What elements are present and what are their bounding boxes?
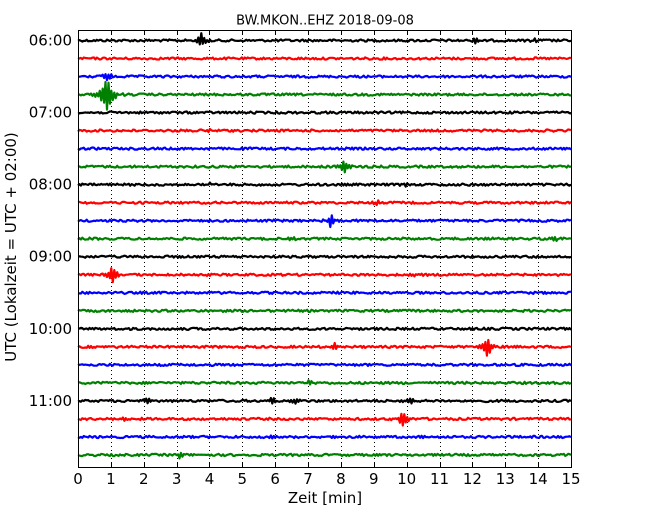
chart-title: BW.MKON..EHZ 2018-09-08	[236, 14, 414, 29]
trace-0815	[77, 199, 572, 207]
x-tick-label-6: 6	[270, 470, 280, 488]
x-tick-label-0: 0	[73, 470, 83, 488]
trace-0900	[78, 254, 572, 259]
trace-1000	[77, 326, 572, 331]
trace-0915	[77, 267, 572, 284]
trace-0945	[77, 308, 572, 313]
y-axis-ticks: 06:00 07:00 08:00 09:00 10:00 11:00	[29, 32, 571, 410]
trace-0600	[77, 32, 572, 46]
y-axis-label: UTC (Lokalzeit = UTC + 02:00)	[2, 132, 20, 362]
trace-0745	[77, 160, 572, 174]
x-tick-label-5: 5	[238, 470, 248, 488]
x-tick-label-2: 2	[139, 470, 149, 488]
trace-0845	[77, 236, 572, 242]
trace-1015	[77, 338, 572, 357]
plot-frame	[78, 30, 572, 468]
x-axis-label: Zeit [min]	[288, 489, 362, 507]
y-tick-label-2: 08:00	[29, 176, 72, 194]
trace-1100	[77, 396, 572, 405]
x-tick-label-13: 13	[496, 470, 515, 488]
x-tick-label-9: 9	[369, 470, 379, 488]
grid-lines	[111, 30, 539, 467]
trace-0715	[77, 127, 572, 134]
y-tick-label-1: 07:00	[29, 104, 72, 122]
trace-0700	[77, 110, 572, 115]
x-tick-label-8: 8	[336, 470, 346, 488]
trace-1045	[77, 379, 572, 386]
x-tick-label-15: 15	[561, 470, 580, 488]
trace-0730	[77, 146, 572, 151]
x-tick-label-14: 14	[529, 470, 548, 488]
x-tick-label-10: 10	[397, 470, 416, 488]
y-tick-label-0: 06:00	[29, 32, 72, 50]
x-tick-label-11: 11	[430, 470, 449, 488]
y-tick-label-4: 10:00	[29, 320, 72, 338]
x-axis-ticks: 0 1 2 3 4 5 6 7 8 9 10 11 12 13 14 15	[73, 30, 581, 488]
x-tick-label-7: 7	[303, 470, 313, 488]
trace-0800	[77, 181, 572, 188]
trace-1030	[77, 362, 572, 367]
x-tick-label-12: 12	[463, 470, 482, 488]
trace-0930	[77, 290, 572, 295]
trace-1115	[77, 412, 572, 427]
trace-1130	[77, 434, 572, 440]
trace-0645	[77, 80, 572, 111]
x-tick-label-1: 1	[106, 470, 116, 488]
trace-0615	[77, 56, 572, 61]
y-tick-label-3: 09:00	[29, 248, 72, 266]
y-tick-label-5: 11:00	[29, 392, 72, 410]
trace-0630	[78, 73, 572, 82]
x-tick-label-3: 3	[172, 470, 182, 488]
seismogram-traces	[77, 32, 572, 460]
trace-0830	[77, 214, 572, 229]
trace-1145	[77, 451, 572, 460]
x-tick-label-4: 4	[205, 470, 215, 488]
